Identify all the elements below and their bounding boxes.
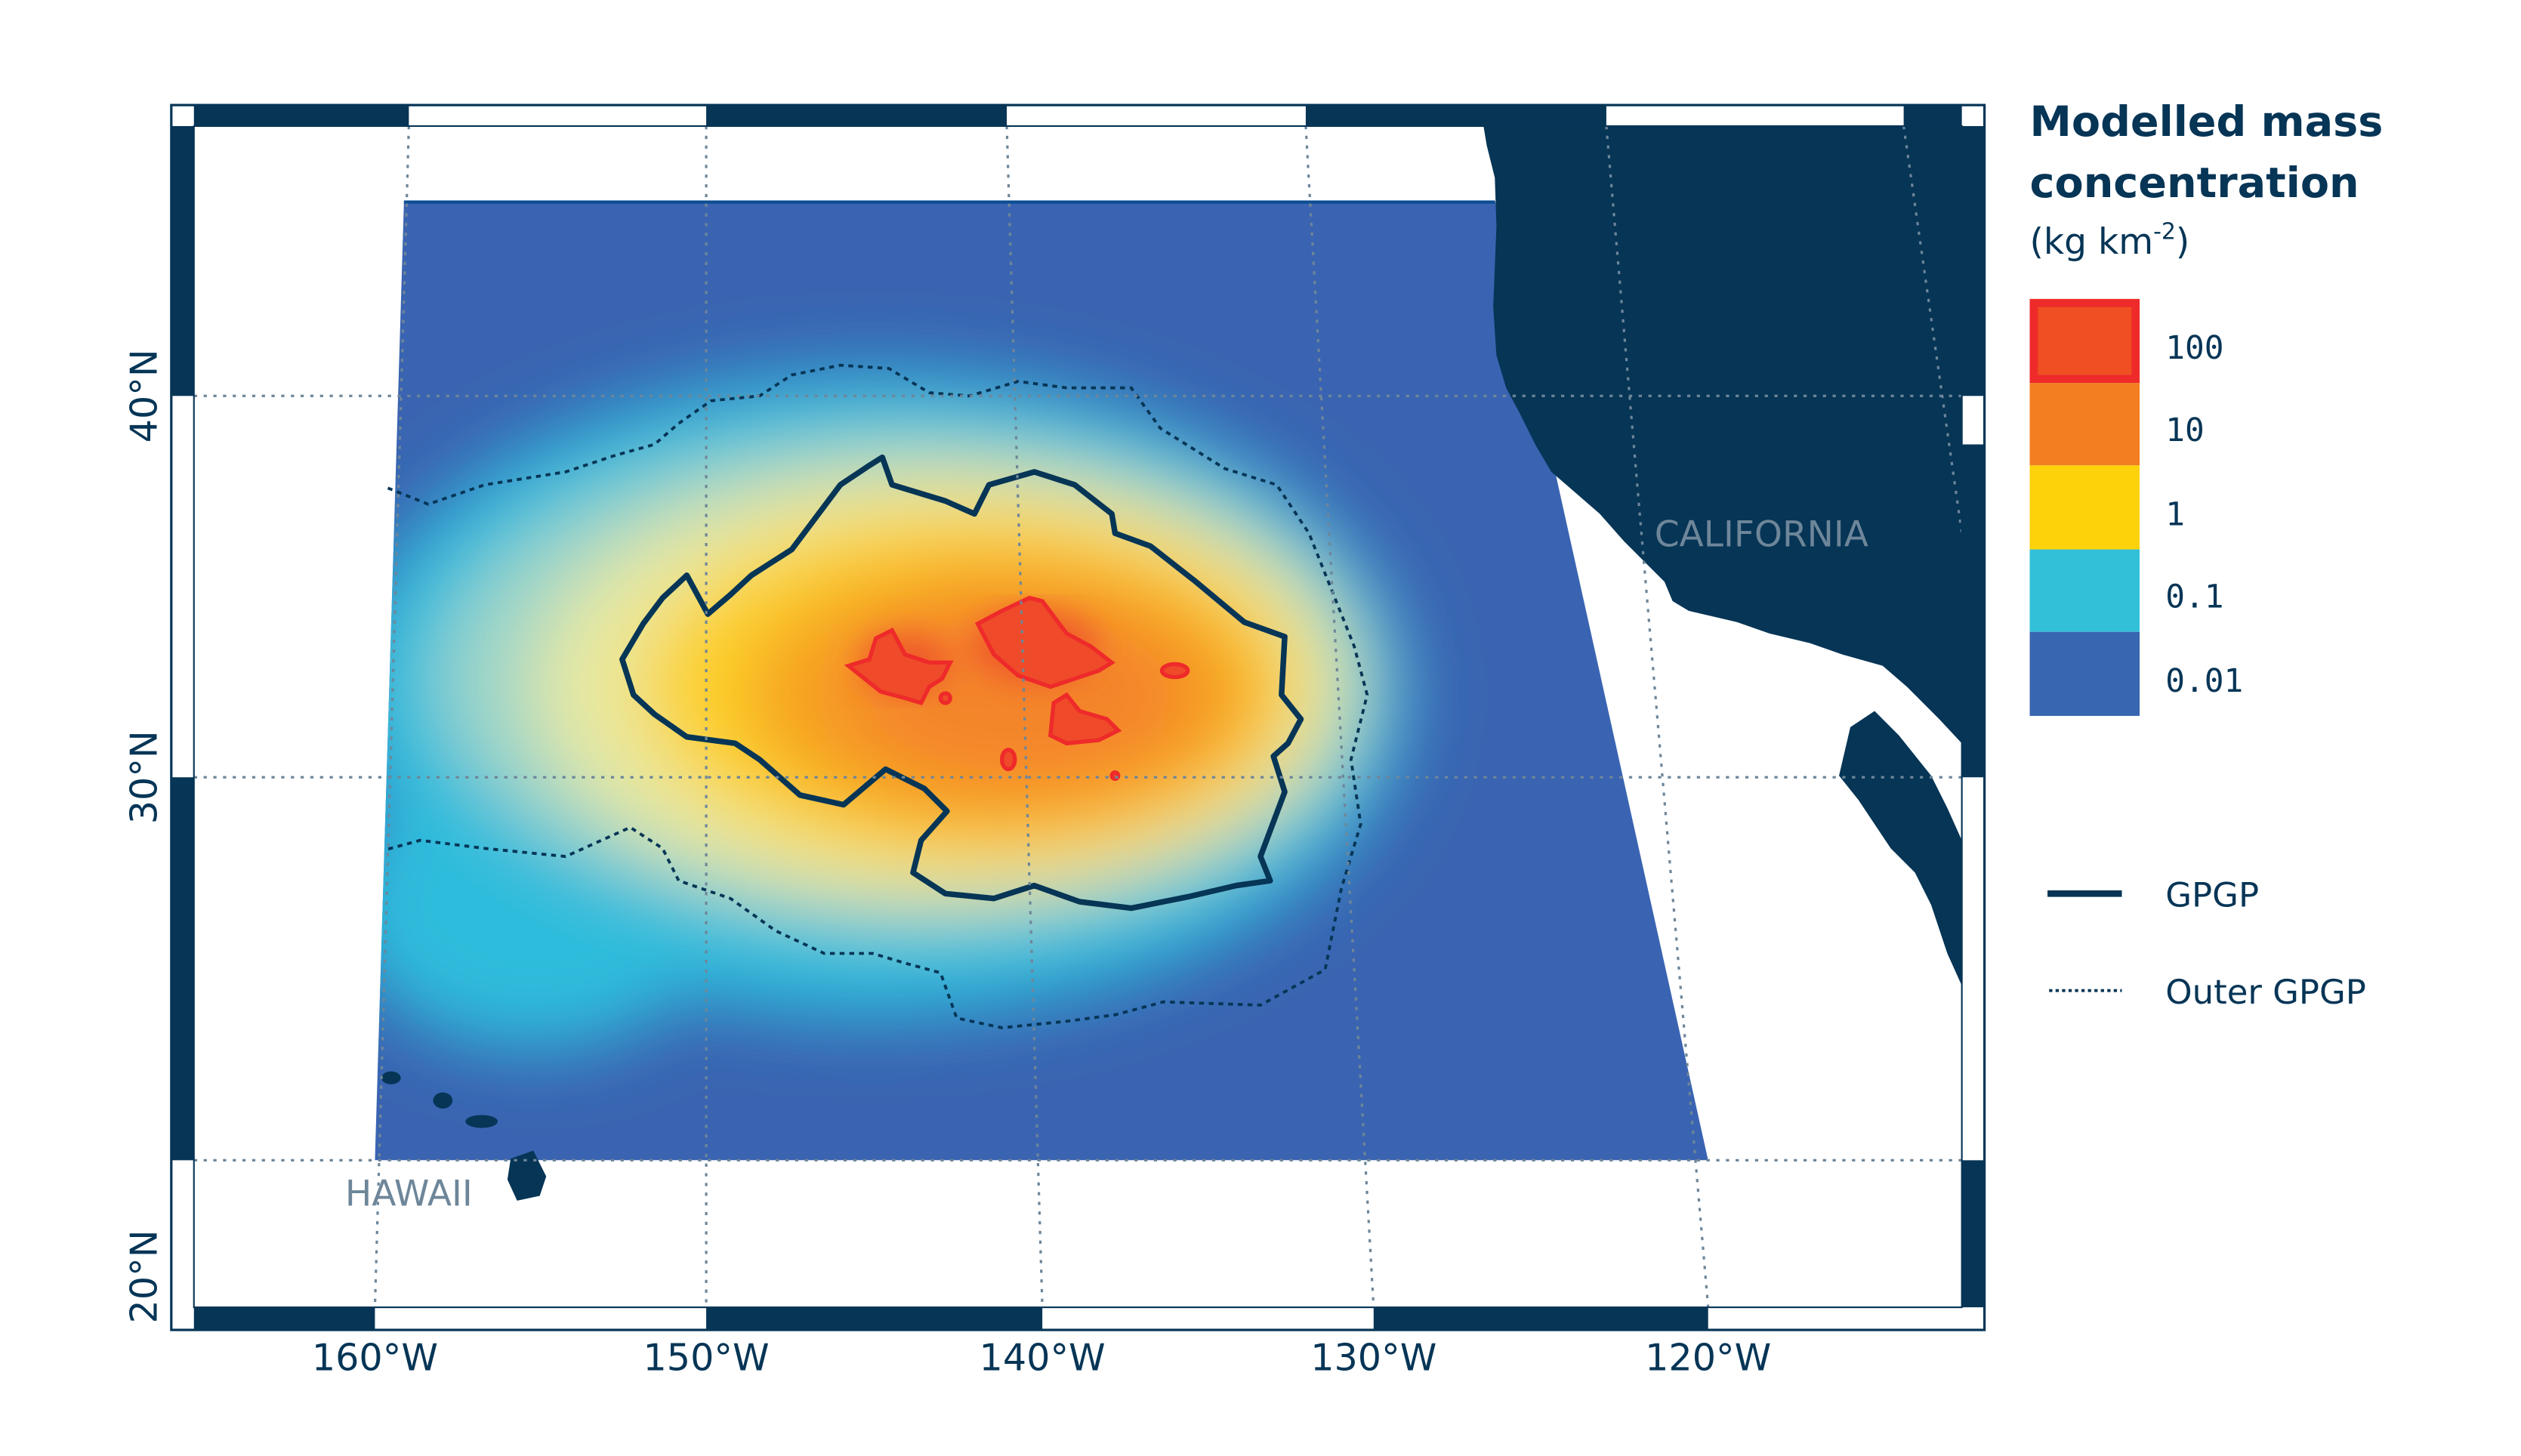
legend-label: 0.01	[2165, 662, 2243, 700]
latitude-labels: 40°N 30°N 20°N	[122, 349, 166, 1323]
lon-label: 160°W	[312, 1336, 438, 1380]
concentration-field	[375, 200, 1708, 1161]
legend-title-line2: concentration	[2030, 159, 2359, 208]
map-frame	[170, 103, 1986, 1331]
legend-title-line1: Modelled mass	[2030, 97, 2384, 147]
legend-label: 100	[2165, 329, 2223, 367]
hawaii-islands	[381, 1071, 547, 1201]
legend-swatch-1	[2029, 465, 2140, 550]
graticule	[193, 125, 1964, 1308]
lat-label: 20°N	[122, 1229, 166, 1323]
lon-label: 130°W	[1310, 1336, 1436, 1380]
legend-gpgp-label: GPGP	[2165, 875, 2259, 915]
north-america-landmass	[1483, 125, 1962, 986]
lat-label: 40°N	[122, 349, 166, 443]
longitude-labels: 160°W 150°W 140°W 130°W 120°W	[312, 1336, 1771, 1380]
legend: Modelled mass concentration (kg km-2) 10…	[2030, 97, 2384, 1012]
land	[381, 125, 1962, 1201]
legend-label: 0.1	[2165, 578, 2223, 616]
lon-label: 120°W	[1645, 1336, 1771, 1380]
california-label: CALIFORNIA	[1655, 514, 1868, 555]
hawaii-label: HAWAII	[345, 1173, 473, 1214]
gpgp-contour	[619, 454, 1304, 912]
lon-label: 150°W	[643, 1336, 769, 1380]
legend-outer-gpgp-label: Outer GPGP	[2165, 972, 2366, 1012]
lon-label: 140°W	[980, 1336, 1106, 1380]
legend-swatch-10	[2029, 383, 2140, 466]
high-concentration-patches	[844, 595, 1190, 782]
legend-label: 10	[2165, 412, 2205, 449]
outer-gpgp-contour	[384, 363, 1369, 1029]
legend-label: 1	[2165, 495, 2185, 533]
legend-swatch-0-1	[2029, 549, 2140, 632]
legend-unit: (kg km-2)	[2030, 219, 2190, 263]
lat-label: 30°N	[122, 730, 166, 824]
legend-swatch-100	[2029, 298, 2140, 384]
legend-swatch-0-01	[2029, 631, 2140, 716]
